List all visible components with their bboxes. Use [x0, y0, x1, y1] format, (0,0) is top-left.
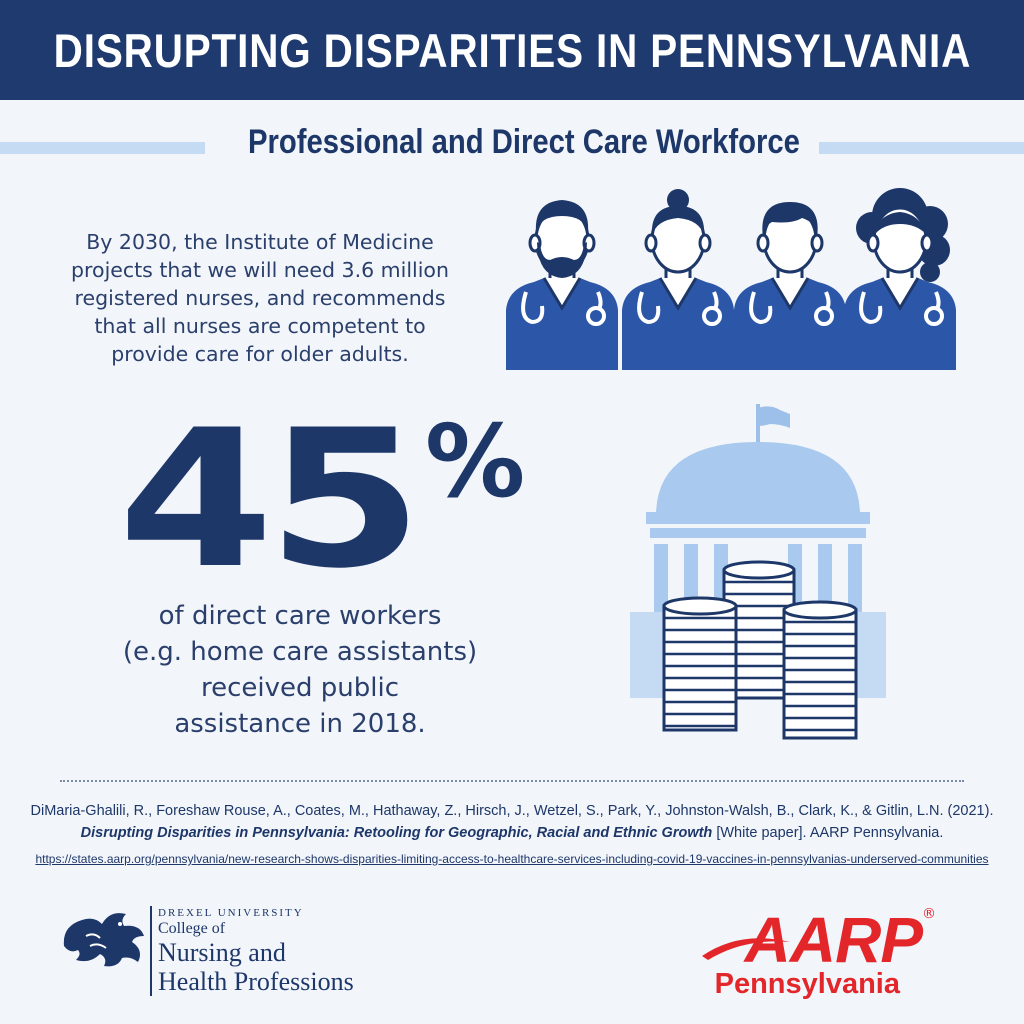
drexel-university: DREXEL UNIVERSITY [158, 907, 304, 919]
nurse-icon [620, 189, 736, 370]
nurse-icon [504, 200, 620, 370]
intro-line: By 2030, the Institute of Medicine [86, 230, 434, 254]
stat-line: of direct care workers [158, 601, 442, 631]
nurse-icon [842, 188, 958, 370]
drexel-logo: DREXEL UNIVERSITY College of Nursing and… [60, 900, 400, 1000]
stat-line: (e.g. home care assistants) [122, 637, 478, 667]
aarp-logo: AARP ® Pennsylvania [700, 900, 970, 1010]
intro-line: that all nurses are competent to [94, 314, 426, 338]
stat-line: assistance in 2018. [174, 709, 426, 739]
drexel-college-line2: Health Professions [158, 967, 354, 996]
intro-line: registered nurses, and recommends [74, 286, 446, 310]
stat-line: received public [200, 673, 399, 703]
percent-sign: % [425, 403, 526, 520]
aarp-swoosh-icon [702, 938, 790, 960]
aarp-registered-mark: ® [922, 906, 936, 922]
citation-authors: DiMaria-Ghalili, R., Foreshaw Rouse, A.,… [30, 803, 994, 819]
nurse-icon [732, 202, 848, 370]
citation-link[interactable]: https://states.aarp.org/pennsylvania/new… [35, 852, 989, 866]
intro-text: By 2030, the Institute of Medicine proje… [60, 228, 460, 368]
citation-title: Disrupting Disparities in Pennsylvania: … [80, 825, 713, 841]
drexel-college-of: College of [158, 920, 226, 937]
subtitle-rule-right [819, 142, 1024, 154]
drexel-college-line1: Nursing and [158, 938, 286, 967]
citation-suffix: [White paper]. AARP Pennsylvania. [712, 825, 944, 841]
capitol-dome-icon [630, 404, 886, 740]
subtitle-rule-left [0, 142, 205, 154]
header-banner: DISRUPTING DISPARITIES IN PENNSYLVANIA [0, 0, 1024, 100]
section-subtitle: Professional and Direct Care Workforce [247, 123, 800, 161]
citation: DiMaria-Ghalili, R., Foreshaw Rouse, A.,… [30, 800, 994, 870]
dragon-logo-icon [63, 913, 145, 967]
aarp-state: Pennsylvania [714, 968, 900, 1000]
page-title: DISRUPTING DISPARITIES IN PENNSYLVANIA [53, 23, 971, 77]
statistic-number: 45 [118, 389, 423, 610]
drexel-wordmark: DREXEL UNIVERSITY College of Nursing and… [150, 906, 354, 996]
intro-line: provide care for older adults. [111, 342, 409, 366]
statistic-description: of direct care workers (e.g. home care a… [100, 598, 500, 742]
aarp-wordmark: AARP [744, 904, 923, 976]
citation-title-line: Disrupting Disparities in Pennsylvania: … [30, 822, 994, 844]
nurses-illustration [504, 188, 958, 370]
intro-line: projects that we will need 3.6 million [71, 258, 449, 282]
divider [60, 780, 964, 782]
